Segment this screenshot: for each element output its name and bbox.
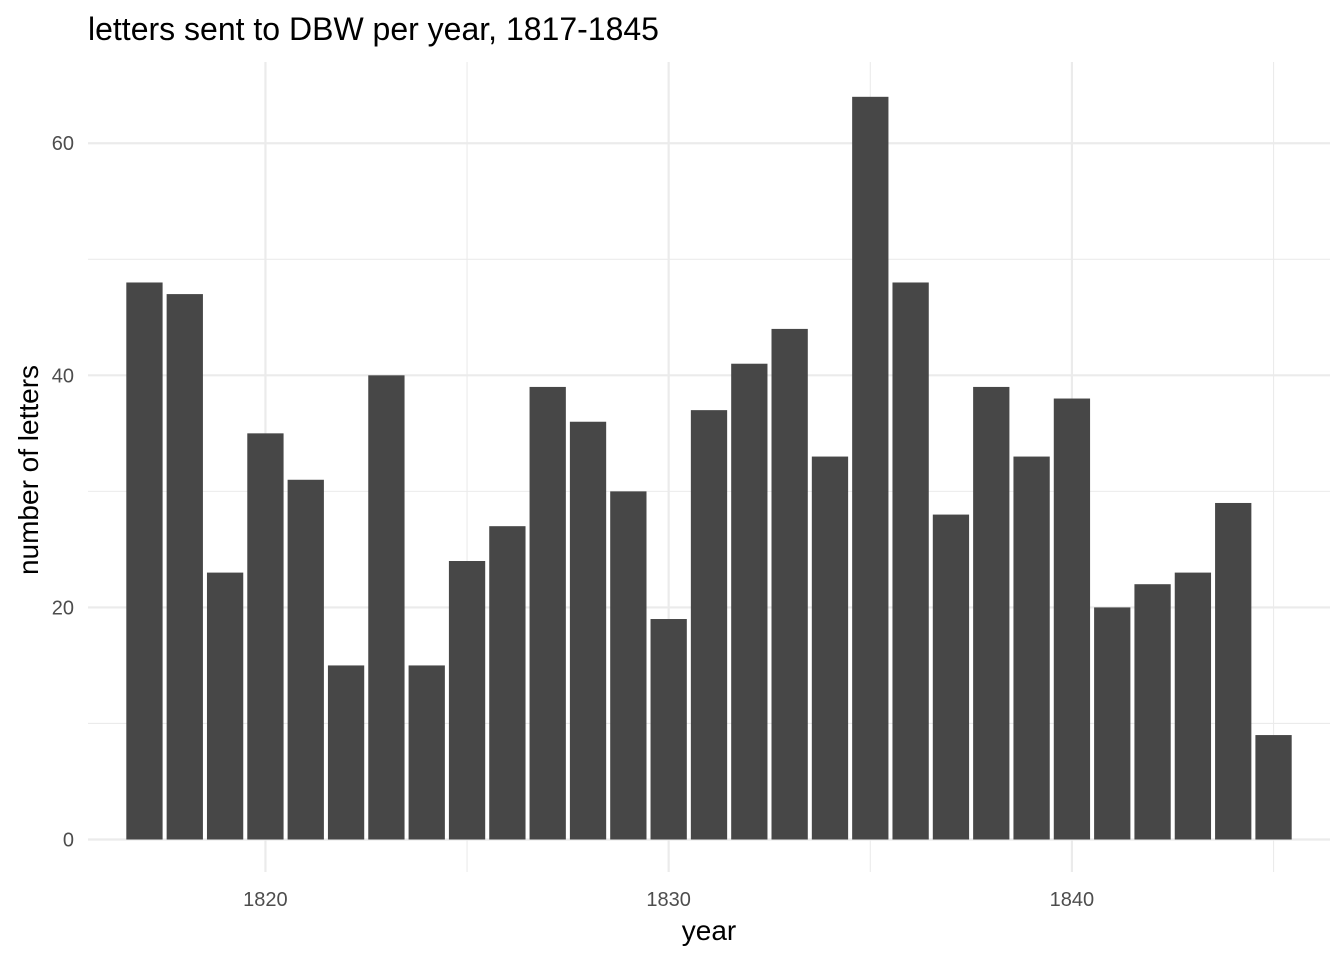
bar-1836 (892, 282, 929, 840)
chart-title: letters sent to DBW per year, 1817-1845 (88, 11, 659, 47)
x-tick-label-1830: 1830 (646, 889, 691, 911)
bars (126, 96, 1292, 840)
bar-1826 (489, 526, 526, 840)
bar-1820 (247, 433, 284, 840)
bar-1835 (852, 96, 889, 840)
bar-1832 (731, 363, 768, 840)
bar-1822 (327, 665, 365, 840)
bar-1834 (811, 456, 849, 840)
y-tick-label-40: 40 (52, 365, 74, 387)
x-tick-label-1820: 1820 (243, 889, 288, 911)
x-tick-label-1840: 1840 (1050, 889, 1095, 911)
y-axis-ticks: 0 20 40 60 (52, 133, 74, 851)
bar-1837 (932, 514, 970, 840)
bar-1833 (771, 328, 808, 840)
y-tick-label-0: 0 (63, 830, 74, 852)
bar-1838 (973, 386, 1010, 840)
bar-1839 (1013, 456, 1050, 840)
bar-1830 (650, 619, 687, 840)
bar-1827 (529, 386, 566, 840)
bar-1842 (1134, 584, 1171, 840)
x-axis-title: year (682, 915, 736, 946)
bar-1821 (287, 479, 324, 840)
bar-1818 (166, 294, 203, 840)
bar-1824 (408, 665, 445, 840)
bar-1825 (448, 560, 486, 840)
bar-1844 (1215, 502, 1252, 840)
bar-1831 (690, 410, 728, 840)
bar-1845 (1255, 735, 1292, 840)
bar-1828 (569, 421, 607, 840)
bar-1840 (1053, 398, 1091, 840)
y-tick-label-20: 20 (52, 597, 74, 619)
y-axis-title: number of letters (13, 365, 44, 575)
bar-1841 (1094, 607, 1131, 840)
bar-1817 (126, 282, 163, 840)
y-tick-label-60: 60 (52, 133, 74, 155)
bar-1819 (206, 572, 244, 840)
bar-1823 (368, 375, 405, 840)
bar-1829 (610, 491, 647, 840)
x-axis-ticks: 1820 1830 1840 (243, 889, 1094, 911)
bar-1843 (1174, 572, 1212, 840)
